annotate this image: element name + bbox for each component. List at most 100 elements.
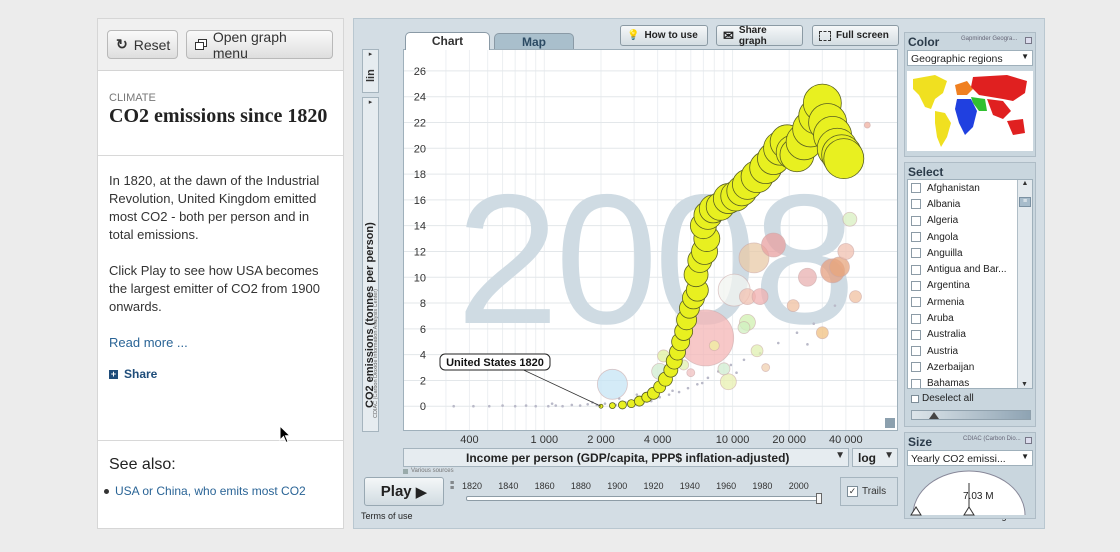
country-list[interactable]: Afghanistan Albania Algeria Angola Anguilla A… [907,179,1033,389]
data-point [776,341,780,345]
tab-map[interactable]: Map [494,33,574,50]
trails-toggle[interactable]: ✓ Trails [840,477,898,506]
country-checkbox[interactable] [911,362,921,373]
country-bubble [815,326,829,340]
data-point [806,343,809,346]
country-list-item[interactable]: Albania [908,196,1032,212]
y-tick-label: 0 [420,401,426,413]
y-scale-toggle[interactable]: ▸ lin [362,49,379,93]
scroll-up-icon[interactable]: ▲ [1021,180,1029,187]
country-checkbox[interactable] [911,378,921,388]
dropdown-arrow-icon: ▼ [835,450,845,461]
size-attribution: CDIAC (Carbon Dio... [963,436,1021,442]
see-also-link[interactable]: USA or China, who emits most CO2 [104,484,306,498]
how-to-use-label: How to use [644,30,698,41]
country-list-item[interactable]: Azerbaijan [908,359,1032,375]
panel-menu-icon[interactable] [1025,37,1032,44]
x-scale-select[interactable]: log ▼ [852,448,898,467]
country-checkbox[interactable] [911,329,921,340]
opacity-slider[interactable] [911,410,1031,420]
y-tick-label: 22 [414,117,426,129]
country-label: Angola [927,231,959,243]
country-bubble [737,321,751,334]
panel-menu-icon[interactable] [1025,437,1032,444]
timeline-thumb[interactable] [816,493,822,504]
country-checkbox[interactable] [911,248,921,259]
country-bubble [849,290,862,304]
timeline-track [466,496,820,501]
world-regions-map-icon[interactable] [907,71,1033,151]
tab-chart[interactable]: Chart [405,32,490,50]
highlight-label-box [439,353,551,371]
share-link[interactable]: + Share [109,367,157,381]
y-tick-label: 8 [420,298,426,310]
x-axis-selector[interactable]: Income per person (GDP/capita, PPP$ infl… [403,448,849,467]
y-axis-selector[interactable]: ▸ CO2 emissions (tonnes per person) CDIA… [362,97,379,432]
how-to-use-button[interactable]: 💡 How to use [620,25,708,46]
y-tick-label: 4 [420,350,426,362]
country-label: Argentina [927,280,970,292]
country-label: Aruba [927,313,954,325]
terms-link[interactable]: Terms of use [361,511,413,521]
country-list-item[interactable]: Armenia [908,294,1032,310]
play-icon: ▶ [415,483,428,501]
country-checkbox[interactable] [911,313,921,324]
country-list-item[interactable]: Aruba [908,310,1032,326]
trails-checkbox[interactable]: ✓ [847,486,858,497]
color-panel-title: Color [908,35,940,49]
deselect-all-button[interactable]: Deselect all [911,393,974,404]
x-tick-label: 4 000 [643,434,672,446]
country-list-item[interactable]: Algeria [908,213,1032,229]
trail-bubble [609,402,616,409]
country-checkbox[interactable] [911,346,921,357]
y-tick-label: 24 [414,92,426,104]
country-checkbox[interactable] [911,183,921,194]
timeline-year-label: 1880 [570,481,591,491]
read-more-link[interactable]: Read more ... [109,335,188,350]
x-axis-source: Various sources [403,468,454,474]
y-tick-label: 12 [414,246,426,258]
country-checkbox[interactable] [911,264,921,275]
country-list-item[interactable]: Argentina [908,278,1032,294]
list-scrollbar[interactable]: ▲ ≡ ▼ [1017,180,1032,388]
highlight-label: United States 1820 [446,357,544,369]
play-button[interactable]: Play ▶ [364,477,444,506]
expand-icon [403,468,408,474]
open-graph-menu-button[interactable]: Open graph menu [186,29,333,61]
country-list-item[interactable]: Antigua and Bar... [908,261,1032,277]
size-gauge[interactable] [907,469,1033,517]
deselect-checkbox[interactable] [911,394,919,403]
size-dropdown[interactable]: Yearly CO2 emissi... ▼ [907,450,1033,466]
speed-control-icon[interactable]: ≡ ≡ [450,480,455,492]
country-label: Bahamas [927,378,970,389]
country-list-item[interactable]: Bahamas [908,376,1032,389]
country-bubble [829,256,850,278]
reset-button[interactable]: ↻ Reset [107,30,178,59]
menu-windows-icon [195,39,207,50]
description-paragraph: Click Play to see how USA becomes the la… [109,263,320,314]
share-graph-button[interactable]: ✉ Share graph [716,25,803,47]
scroll-down-icon[interactable]: ▼ [1021,381,1028,388]
country-checkbox[interactable] [911,215,921,226]
full-screen-button[interactable]: Full screen [812,25,899,46]
country-checkbox[interactable] [911,280,921,291]
opacity-thumb[interactable] [928,412,939,419]
country-list-item[interactable]: Austria [908,343,1032,359]
color-dropdown[interactable]: Geographic regions ▼ [907,50,1033,66]
timeline-slider[interactable]: 1820 1840 1860 1880 1900 1920 1940 1960 1980 2000 [462,477,832,507]
country-label: Albania [927,198,961,210]
country-list-item[interactable]: Australia [908,327,1032,343]
scroll-thumb[interactable]: ≡ [1019,197,1031,207]
country-checkbox[interactable] [911,232,921,243]
country-checkbox[interactable] [911,297,921,308]
country-list-item[interactable]: Angola [908,229,1032,245]
country-label: Australia [927,329,966,341]
select-panel-title: Select [908,165,944,179]
size-value: 7.03 M [963,491,994,502]
data-point [578,404,582,407]
country-checkbox[interactable] [911,199,921,210]
size-selected: Yearly CO2 emissi... [911,453,1006,465]
country-list-item[interactable]: Anguilla [908,245,1032,261]
country-list-item[interactable]: Afghanistan [908,180,1032,196]
chart-plot-area[interactable]: 2008 0 2 4 6 8 10 12 14 16 18 20 22 24 26 United States… [403,49,898,431]
